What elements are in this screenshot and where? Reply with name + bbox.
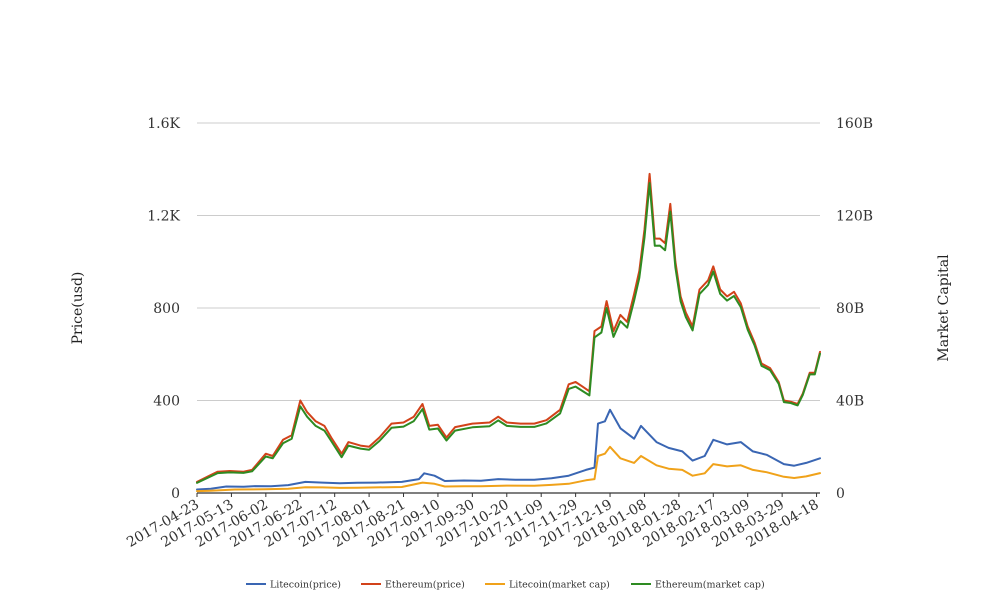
right-tick-label: 120B (836, 209, 873, 225)
series-line-2 (196, 445, 821, 493)
series-line-1 (196, 172, 821, 483)
left-tick-label: 0 (171, 486, 180, 502)
right-tick-label: 80B (836, 301, 864, 317)
legend-label: Litecoin(market cap) (509, 580, 610, 591)
series-line-3 (196, 182, 821, 484)
legend-label: Ethereum(market cap) (655, 580, 765, 591)
left-tick-label: 400 (153, 394, 180, 410)
series-lines (196, 172, 821, 493)
right-axis-title: Market Capital (936, 254, 952, 362)
x-axis: 2017-04-232017-05-132017-06-022017-06-22… (124, 493, 822, 551)
series-line-0 (196, 408, 821, 491)
left-y-axis: 0 400 800 1.2K 1.6K (147, 116, 180, 502)
left-tick-label: 800 (153, 301, 180, 317)
legend-label: Litecoin(price) (270, 580, 341, 591)
right-y-axis: 0 40B 80B 120B 160B (836, 116, 873, 502)
legend-label: Ethereum(price) (385, 580, 465, 591)
legend: Litecoin(price) Ethereum(price) Litecoin(m… (246, 580, 765, 591)
right-tick-label: 0 (836, 486, 845, 502)
gridlines (197, 122, 820, 494)
right-tick-label: 160B (836, 116, 873, 132)
right-tick-label: 40B (836, 394, 864, 410)
left-tick-label: 1.2K (147, 209, 180, 225)
left-axis-title: Price(usd) (70, 272, 86, 345)
left-tick-label: 1.6K (147, 116, 180, 132)
